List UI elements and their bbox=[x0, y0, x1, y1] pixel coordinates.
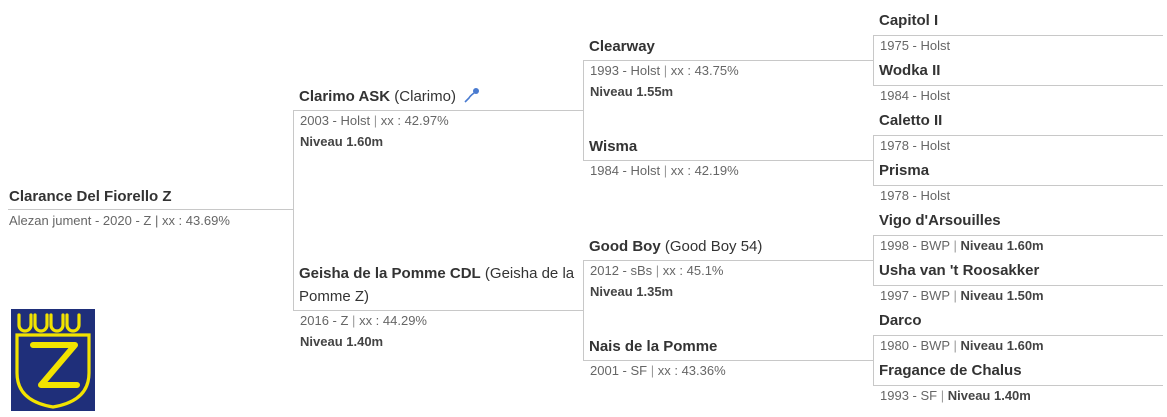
subject-name-link[interactable]: Clarance Del Fiorello Z bbox=[9, 188, 172, 205]
gen3-details: 1984 - Holst | xx : 42.19% bbox=[590, 163, 739, 178]
connector-line bbox=[873, 85, 1163, 86]
gen3-level: Niveau 1.35m bbox=[590, 284, 674, 299]
gen4-year-breed: 1993 - SF bbox=[880, 388, 938, 403]
gen3-name: Wisma bbox=[589, 138, 638, 155]
gen4-level: Niveau 1.60m bbox=[960, 338, 1044, 353]
gen4-name-link[interactable]: Usha van 't Roosakker bbox=[879, 262, 1040, 279]
connector-line bbox=[873, 35, 1163, 36]
gen3-name-link[interactable]: Clearway bbox=[589, 37, 655, 57]
gen3-xx: xx : 42.19% bbox=[670, 163, 739, 178]
sire-name-link[interactable]: Clarimo ASK (Clarimo) bbox=[299, 87, 480, 109]
gen3-year-breed: 1984 - Holst bbox=[590, 163, 661, 178]
sire-name: Clarimo ASK bbox=[299, 88, 391, 105]
connector-line bbox=[873, 285, 1163, 286]
gen4-name-link[interactable]: Capitol I bbox=[879, 12, 939, 29]
connector-line bbox=[873, 335, 1163, 336]
gen3-details: 1993 - Holst | xx : 43.75% bbox=[590, 63, 739, 78]
dam-year-breed: 2016 - Z bbox=[300, 313, 349, 328]
gen4-details: 1978 - Holst bbox=[880, 138, 951, 153]
gen4-name-link[interactable]: Darco bbox=[879, 312, 922, 329]
gen3-xx: xx : 43.36% bbox=[657, 363, 726, 378]
dam-name: Geisha de la Pomme CDL bbox=[299, 265, 481, 282]
gen3-name: Nais de la Pomme bbox=[589, 338, 718, 355]
gen3-name: Good Boy bbox=[589, 238, 661, 255]
connector-line bbox=[873, 385, 1163, 386]
gen3-alias: (Good Boy 54) bbox=[660, 238, 763, 255]
connector-line bbox=[583, 60, 584, 160]
connector-line bbox=[583, 160, 873, 161]
gen3-year-breed: 2001 - SF bbox=[590, 363, 648, 378]
sire-details: 2003 - Holst | xx : 42.97% bbox=[300, 113, 449, 128]
gen4-name-link[interactable]: Prisma bbox=[879, 162, 930, 179]
connector-line bbox=[293, 110, 583, 111]
gen4-level: Niveau 1.40m bbox=[947, 388, 1031, 403]
connector-line bbox=[583, 360, 873, 361]
gen3-name-link[interactable]: Good Boy (Good Boy 54) bbox=[589, 237, 762, 257]
gen4-details: 1978 - Holst bbox=[880, 188, 951, 203]
gen3-year-breed: 1993 - Holst bbox=[590, 63, 661, 78]
connector-line bbox=[873, 35, 874, 85]
connector-line bbox=[873, 335, 874, 385]
gen3-details: 2001 - SF | xx : 43.36% bbox=[590, 363, 726, 378]
gen4-details: 1993 - SF | Niveau 1.40m bbox=[880, 388, 1031, 403]
dam-alias: (Geisha de la Pomme Z) bbox=[299, 265, 575, 305]
connector-line bbox=[293, 110, 294, 310]
sperm-icon[interactable] bbox=[464, 87, 480, 109]
dam-xx: xx : 44.29% bbox=[359, 313, 427, 328]
gen3-xx: xx : 45.1% bbox=[662, 263, 724, 278]
gen4-name-link[interactable]: Fragance de Chalus bbox=[879, 362, 1022, 379]
gen4-name-link[interactable]: Vigo d'Arsouilles bbox=[879, 212, 1001, 229]
subject-details: Alezan jument - 2020 - Z | xx : 43.69% bbox=[9, 213, 230, 228]
gen4-level: Niveau 1.50m bbox=[960, 288, 1044, 303]
gen3-level: Niveau 1.55m bbox=[590, 84, 674, 99]
connector-line bbox=[293, 310, 583, 311]
gen4-year-breed: 1997 - BWP bbox=[880, 288, 950, 303]
sire-alias: (Clarimo) bbox=[390, 88, 456, 105]
connector-line bbox=[583, 260, 584, 360]
zangersheide-z-logo bbox=[11, 309, 95, 411]
gen3-name-link[interactable]: Wisma bbox=[589, 137, 637, 157]
gen4-level: Niveau 1.60m bbox=[960, 238, 1044, 253]
connector-line bbox=[873, 235, 874, 285]
dam-details: 2016 - Z | xx : 44.29% bbox=[300, 313, 427, 328]
dam-level: Niveau 1.40m bbox=[300, 334, 384, 349]
gen3-details: 2012 - sBs | xx : 45.1% bbox=[590, 263, 724, 278]
dam-name-link[interactable]: Geisha de la Pomme CDL (Geisha de la Pom… bbox=[299, 262, 581, 308]
gen4-details: 1980 - BWP | Niveau 1.60m bbox=[880, 338, 1044, 353]
gen4-year-breed: 1998 - BWP bbox=[880, 238, 950, 253]
connector-line bbox=[873, 135, 1163, 136]
connector-line bbox=[873, 185, 1163, 186]
gen3-name-link[interactable]: Nais de la Pomme bbox=[589, 337, 717, 357]
gen3-name: Clearway bbox=[589, 38, 655, 55]
gen4-name-link[interactable]: Wodka II bbox=[879, 62, 941, 79]
gen3-year-breed: 2012 - sBs bbox=[590, 263, 653, 278]
gen4-details: 1984 - Holst bbox=[880, 88, 951, 103]
gen4-name-link[interactable]: Caletto II bbox=[879, 112, 943, 129]
connector-line bbox=[583, 260, 873, 261]
gen3-xx: xx : 43.75% bbox=[670, 63, 739, 78]
connector-line bbox=[873, 235, 1163, 236]
connector-line bbox=[8, 209, 294, 210]
sire-xx: xx : 42.97% bbox=[380, 113, 449, 128]
connector-line bbox=[583, 60, 873, 61]
gen4-details: 1975 - Holst bbox=[880, 38, 951, 53]
gen4-details: 1998 - BWP | Niveau 1.60m bbox=[880, 238, 1044, 253]
sire-year-breed: 2003 - Holst bbox=[300, 113, 371, 128]
gen4-details: 1997 - BWP | Niveau 1.50m bbox=[880, 288, 1044, 303]
sire-level: Niveau 1.60m bbox=[300, 134, 384, 149]
connector-line bbox=[873, 135, 874, 185]
gen4-year-breed: 1980 - BWP bbox=[880, 338, 950, 353]
